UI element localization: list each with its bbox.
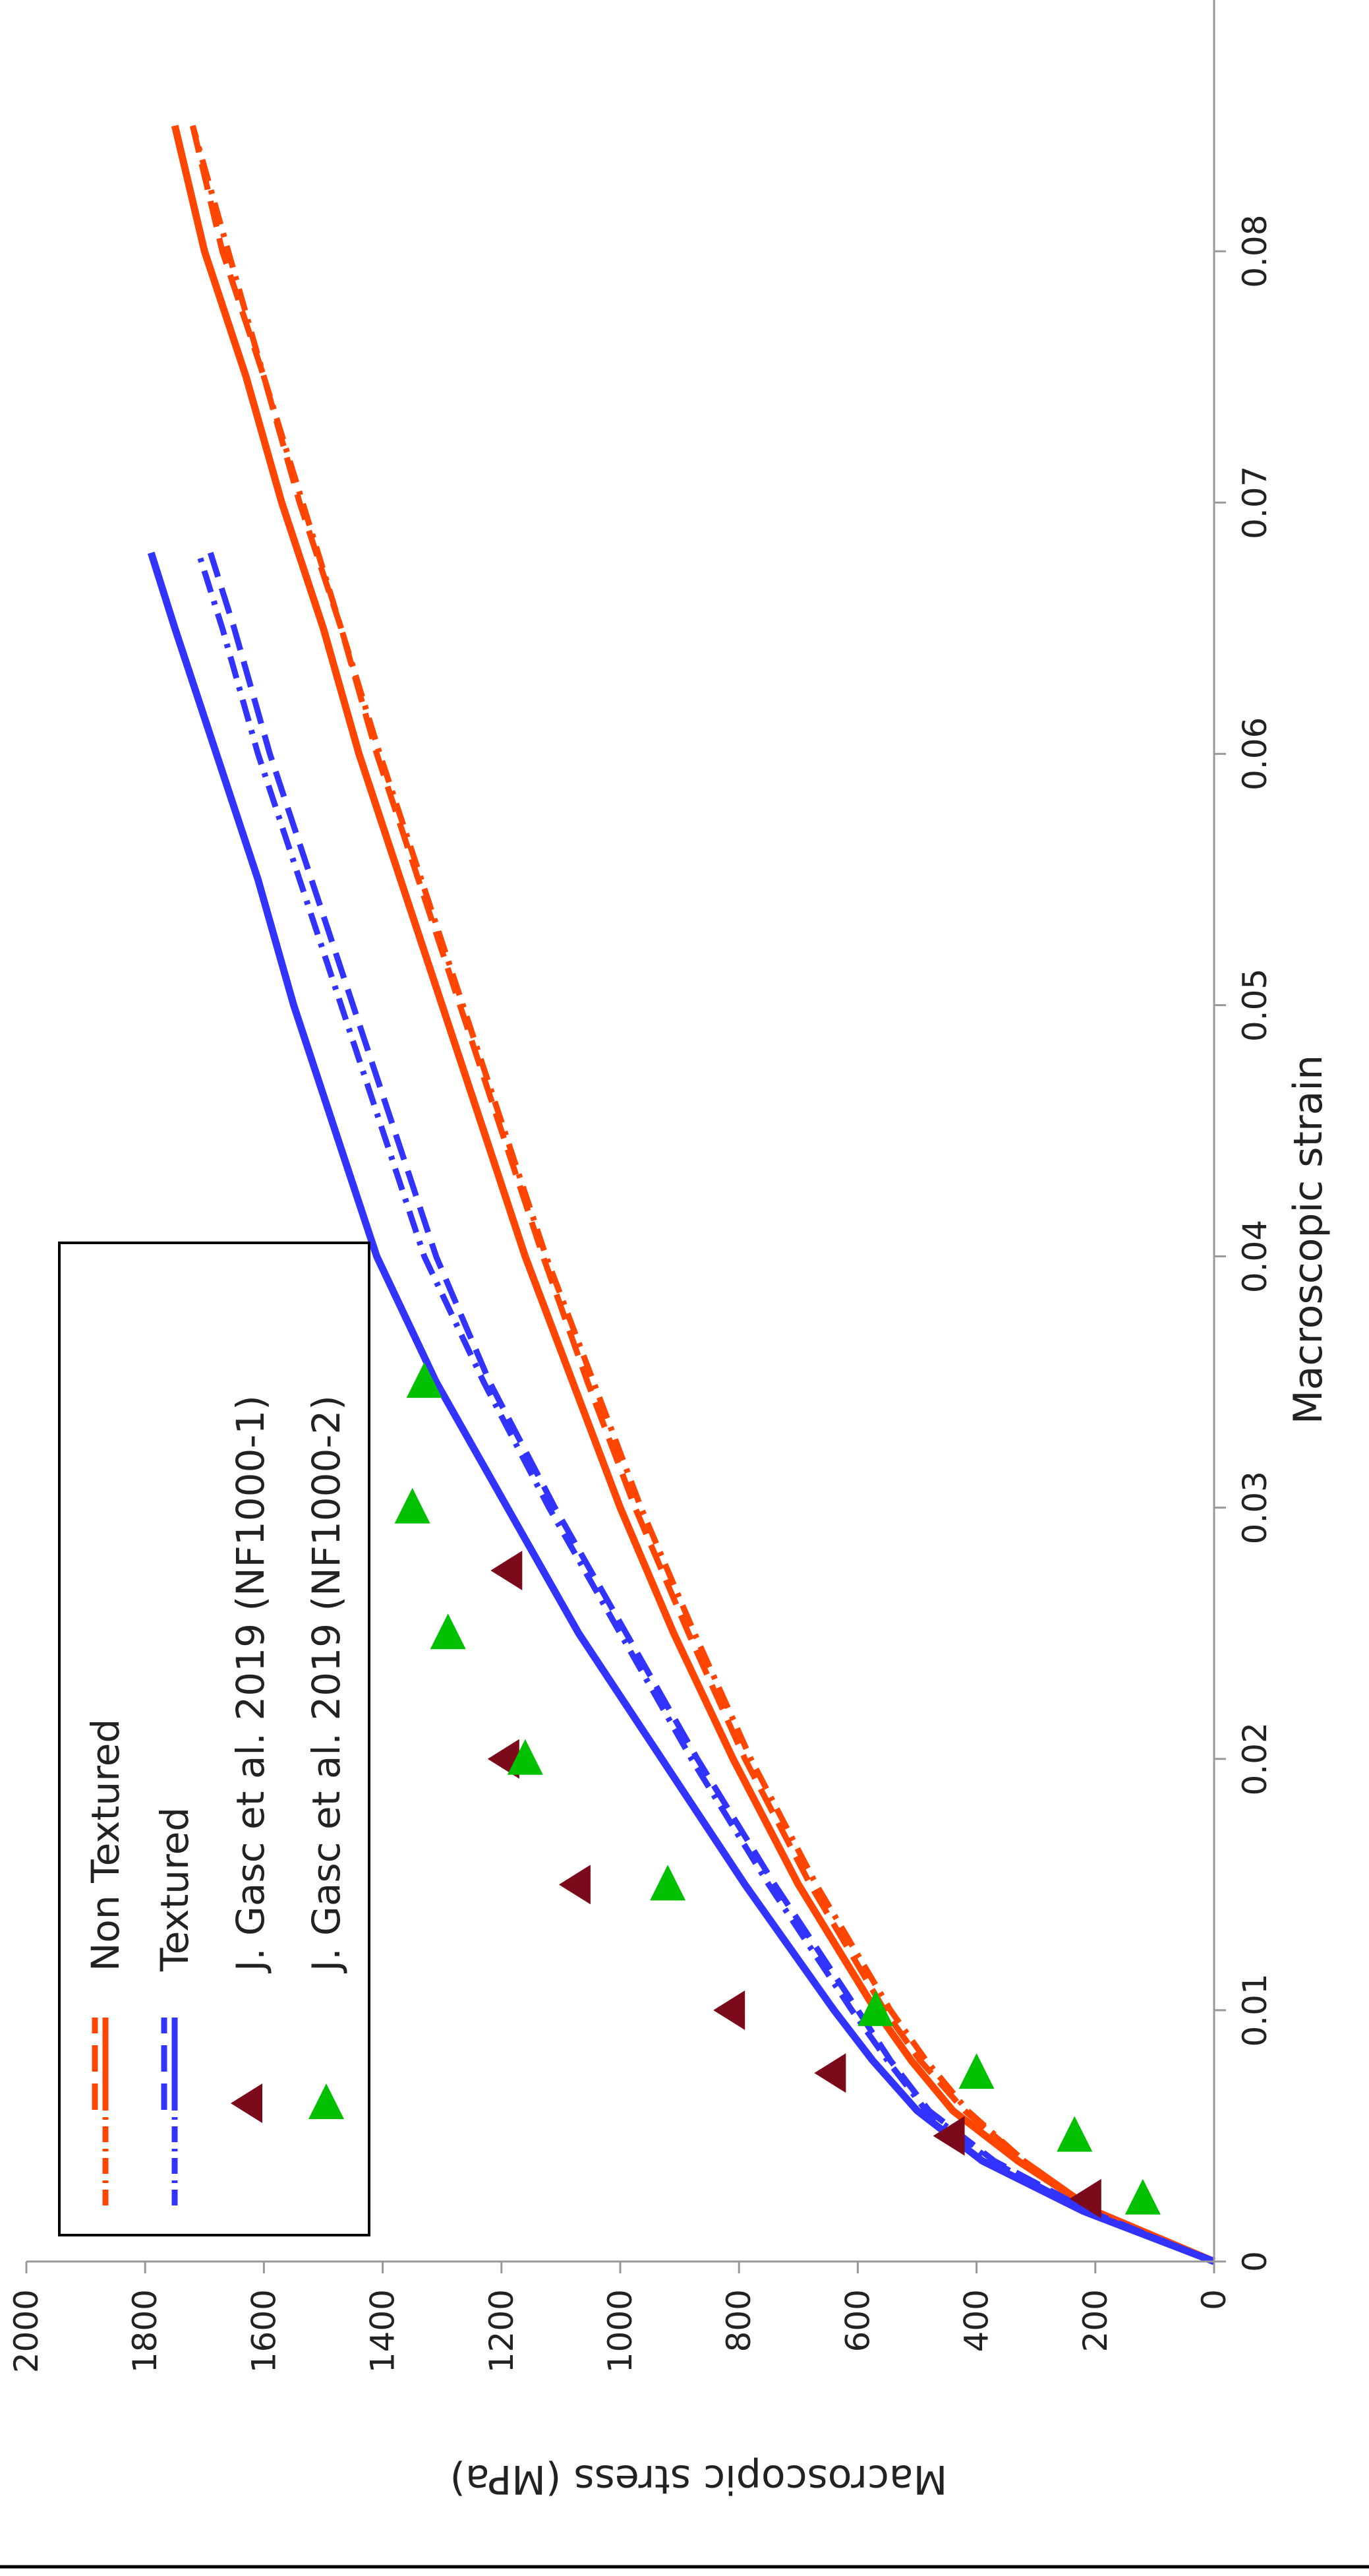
legend-marker [308, 2083, 344, 2119]
data-point-marker [430, 1613, 466, 1650]
y-axis-title: Macroscopic stress (MPa) [450, 2456, 948, 2502]
y-tick-label: 1200 [482, 2289, 521, 2373]
legend-marker [231, 2083, 262, 2123]
x-tick-label: 0.03 [1236, 1471, 1274, 1544]
data-point-marker [1069, 2178, 1101, 2219]
series-line [171, 125, 1216, 2265]
data-point-marker [490, 1550, 523, 1590]
plot-area [147, 125, 1216, 2265]
data-point-marker [1057, 2116, 1093, 2152]
series-line [189, 125, 1215, 2265]
y-tick-label: 1000 [601, 2289, 639, 2373]
x-tick-label: 0.07 [1236, 466, 1274, 539]
y-tick-label: 200 [1076, 2289, 1115, 2352]
x-tick-label: 0.01 [1236, 1973, 1274, 2047]
x-tick-label: 0.04 [1236, 1220, 1274, 1293]
x-tick-label: 0 [1236, 2251, 1274, 2272]
y-tick-label: 400 [958, 2289, 996, 2352]
y-tick-label: 1800 [126, 2289, 164, 2373]
data-point-marker [558, 1865, 591, 1905]
y-tick-label: 1600 [245, 2289, 283, 2373]
data-point-marker [394, 1487, 430, 1524]
y-tick-label: 600 [838, 2289, 877, 2352]
x-tick-label: 0.05 [1236, 969, 1274, 1042]
x-axis-title: Macroscopic strain [1285, 1055, 1331, 1424]
legend-label: J. Gasc et al. 2019 (NF1000-1) [228, 1395, 273, 1973]
x-tick-label: 0.08 [1236, 214, 1274, 287]
data-point-marker [1124, 2178, 1161, 2215]
data-point-marker [713, 1990, 745, 2030]
series-line [196, 552, 1215, 2265]
legend-box [58, 1242, 370, 2236]
y-tick-label: 800 [720, 2289, 758, 2352]
legend-label: Textured [152, 1807, 197, 1972]
y-tick-label: 0 [1195, 2289, 1233, 2310]
data-point-marker [814, 2053, 846, 2093]
y-tick-label: 2000 [7, 2289, 45, 2373]
data-point-marker [406, 1362, 442, 1398]
x-tick-label: 0.06 [1236, 717, 1274, 791]
x-tick-label: 0.02 [1236, 1722, 1274, 1795]
data-point-marker [933, 2116, 965, 2156]
data-point-marker [650, 1865, 686, 1901]
legend-label: Non Textured [83, 1719, 128, 1971]
data-point-marker [507, 1739, 543, 1775]
series-line [147, 551, 1215, 2265]
series-line [208, 552, 1215, 2265]
legend: Non Textured Textured J. Gasc et al. 2019 … [58, 1242, 370, 2236]
y-tick-label: 1400 [364, 2289, 402, 2373]
legend-label: J. Gasc et al. 2019 (NF1000-2) [304, 1395, 349, 1973]
data-point-marker [958, 2053, 995, 2089]
data-point-marker [858, 1990, 894, 2026]
